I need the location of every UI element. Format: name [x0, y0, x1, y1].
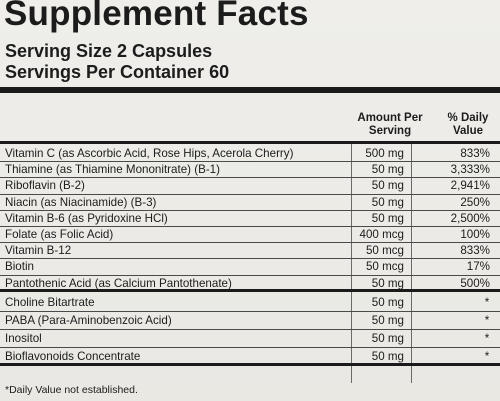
footnote: *Daily Value not established. — [5, 384, 138, 396]
table-row: Niacin (as Niacinamide) (B-3) 50 mg 250% — [0, 195, 500, 211]
divider-thick — [0, 87, 500, 93]
nutrient-daily-value: 833% — [460, 147, 490, 160]
nutrient-name: Riboflavin (B-2) — [5, 179, 85, 193]
nutrient-amount: 50 mcg — [365, 260, 404, 274]
other-ingredient-rows: Choline Bitartrate 50 mg * PABA (Para-Am… — [0, 294, 500, 366]
nutrient-amount: 50 mg — [371, 195, 404, 209]
column-header-daily-value: % Daily Value — [436, 112, 500, 138]
nutrient-name: Vitamin B-12 — [5, 244, 72, 258]
nutrient-daily-value: 3,333% — [450, 163, 490, 177]
nutrient-amount: 50 mg — [371, 163, 404, 177]
panel-title: Supplement Facts — [4, 0, 309, 33]
nutrient-daily-value: 500% — [460, 276, 490, 290]
ingredient-daily-value: * — [484, 296, 490, 309]
table-row: Bioflavonoids Concentrate 50 mg * — [0, 348, 500, 366]
column-header-amount-line2: Serving — [368, 125, 412, 137]
nutrient-daily-value: 17% — [466, 260, 490, 274]
ingredient-amount: 50 mg — [371, 296, 404, 309]
nutrient-amount: 500 mg — [365, 147, 404, 160]
ingredient-daily-value: * — [484, 350, 490, 363]
nutrient-daily-value: 2,941% — [450, 179, 490, 193]
nutrient-daily-value: 833% — [460, 244, 490, 258]
vitamin-rows: Vitamin C (as Ascorbic Acid, Rose Hips, … — [0, 146, 500, 292]
nutrient-name: Pantothenic Acid (as Calcium Pantothenat… — [5, 276, 232, 290]
ingredient-amount: 50 mg — [371, 350, 404, 363]
table-row: Thiamine (as Thiamine Mononitrate) (B-1)… — [0, 162, 500, 179]
column-header-dv-line1: % Daily — [447, 112, 489, 124]
nutrient-name: Vitamin C (as Ascorbic Acid, Rose Hips, … — [5, 147, 294, 160]
nutrient-amount: 50 mcg — [365, 244, 404, 258]
table-row: PABA (Para-Aminobenzoic Acid) 50 mg * — [0, 312, 500, 330]
nutrient-name: Vitamin B-6 (as Pyridoxine HCl) — [5, 211, 168, 225]
table-row: Folate (as Folic Acid) 400 mcg 100% — [0, 227, 500, 244]
serving-size: Serving Size 2 Capsules — [5, 41, 213, 61]
column-header-dv-line2: Value — [452, 125, 484, 137]
column-header-amount: Amount Per Serving — [350, 112, 430, 138]
table-row: Vitamin C (as Ascorbic Acid, Rose Hips, … — [0, 146, 500, 163]
column-divider-amount — [351, 144, 352, 383]
nutrient-daily-value: 250% — [460, 195, 490, 209]
table-row: Choline Bitartrate 50 mg * — [0, 294, 500, 312]
table-row: Inositol 50 mg * — [0, 330, 500, 348]
table-row: Vitamin B-12 50 mcg 833% — [0, 243, 500, 260]
nutrient-amount: 50 mg — [371, 211, 404, 225]
divider-header — [0, 141, 500, 144]
table-row: Vitamin B-6 (as Pyridoxine HCl) 50 mg 2,… — [0, 211, 500, 228]
nutrient-name: Biotin — [5, 260, 35, 274]
nutrient-name: Thiamine (as Thiamine Mononitrate) (B-1) — [5, 163, 220, 177]
nutrient-amount: 400 mcg — [359, 227, 404, 241]
nutrient-amount: 50 mg — [371, 179, 404, 193]
nutrient-name: Niacin (as Niacinamide) (B-3) — [5, 195, 157, 209]
ingredient-daily-value: * — [484, 332, 490, 345]
column-header-amount-line1: Amount Per — [357, 112, 423, 124]
table-row: Pantothenic Acid (as Calcium Pantothenat… — [0, 276, 500, 292]
nutrient-daily-value: 100% — [460, 227, 490, 241]
ingredient-name: Choline Bitartrate — [5, 296, 95, 309]
column-divider-dv — [411, 144, 412, 383]
ingredient-name: Bioflavonoids Concentrate — [5, 350, 141, 363]
nutrient-amount: 50 mg — [371, 276, 404, 290]
nutrient-daily-value: 2,500% — [450, 211, 490, 225]
ingredient-daily-value: * — [484, 314, 490, 327]
servings-per-container: Servings Per Container 60 — [5, 62, 230, 82]
ingredient-amount: 50 mg — [371, 332, 404, 345]
ingredient-amount: 50 mg — [371, 314, 404, 327]
table-row: Biotin 50 mcg 17% — [0, 259, 500, 276]
nutrient-name: Folate (as Folic Acid) — [5, 227, 114, 241]
ingredient-name: Inositol — [5, 332, 42, 345]
ingredient-name: PABA (Para-Aminobenzoic Acid) — [5, 314, 172, 327]
table-row: Riboflavin (B-2) 50 mg 2,941% — [0, 178, 500, 195]
